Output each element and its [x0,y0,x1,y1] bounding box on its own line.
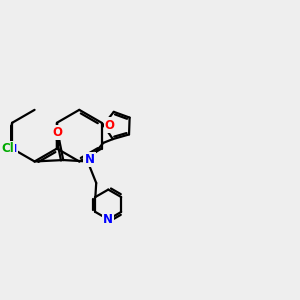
Text: N: N [8,144,17,154]
Text: N: N [103,214,113,226]
Text: O: O [105,118,115,132]
Text: N: N [85,153,94,166]
Text: O: O [52,126,62,139]
Text: Cl: Cl [2,142,14,155]
